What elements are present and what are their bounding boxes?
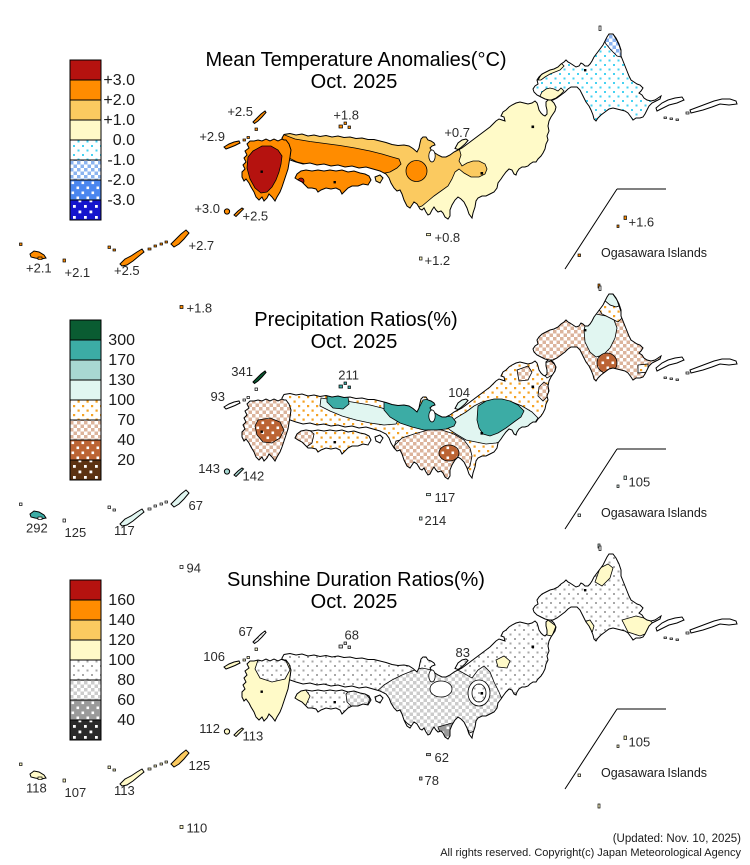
svg-text:170: 170 <box>108 352 135 369</box>
svg-text:292: 292 <box>26 521 48 536</box>
svg-text:83: 83 <box>456 645 470 660</box>
svg-text:117: 117 <box>435 490 456 505</box>
svg-text:104: 104 <box>448 385 470 400</box>
svg-text:160: 160 <box>108 592 135 609</box>
svg-text:Oct. 2025: Oct. 2025 <box>311 591 398 613</box>
svg-text:125: 125 <box>189 758 211 773</box>
svg-text:-2.0: -2.0 <box>107 172 135 189</box>
svg-text:341: 341 <box>231 364 253 379</box>
svg-text:+2.1: +2.1 <box>65 265 91 280</box>
svg-text:120: 120 <box>108 632 135 649</box>
svg-text:68: 68 <box>345 628 359 643</box>
svg-text:Sunshine Duration Ratios(%): Sunshine Duration Ratios(%) <box>227 569 485 591</box>
svg-text:+2.5: +2.5 <box>227 104 253 119</box>
svg-text:140: 140 <box>108 612 135 629</box>
svg-text:+2.0: +2.0 <box>103 92 135 109</box>
svg-text:+1.8: +1.8 <box>187 301 213 316</box>
svg-text:100: 100 <box>108 392 135 409</box>
svg-text:+2.1: +2.1 <box>26 261 52 276</box>
svg-text:+1.0: +1.0 <box>103 112 135 129</box>
svg-text:67: 67 <box>189 498 203 513</box>
svg-text:+0.7: +0.7 <box>444 125 470 140</box>
svg-text:107: 107 <box>65 785 87 800</box>
svg-text:142: 142 <box>243 469 265 484</box>
svg-text:+3.0: +3.0 <box>194 201 220 216</box>
svg-text:Precipitation Ratios(%): Precipitation Ratios(%) <box>254 309 457 331</box>
svg-text:112: 112 <box>199 721 220 736</box>
svg-text:106: 106 <box>203 649 225 664</box>
svg-text:62: 62 <box>435 750 449 765</box>
svg-text:143: 143 <box>198 461 220 476</box>
svg-text:Mean Temperature Anomalies(°C): Mean Temperature Anomalies(°C) <box>205 49 506 71</box>
svg-text:Oct. 2025: Oct. 2025 <box>311 71 398 93</box>
svg-text:113: 113 <box>243 729 264 744</box>
svg-text:-3.0: -3.0 <box>107 192 135 209</box>
svg-text:78: 78 <box>425 773 439 788</box>
svg-text:211: 211 <box>338 368 359 383</box>
svg-text:Ogasawara Islands: Ogasawara Islands <box>601 246 707 260</box>
svg-text:-1.0: -1.0 <box>107 152 135 169</box>
svg-text:125: 125 <box>65 525 87 540</box>
svg-text:+2.5: +2.5 <box>114 263 140 278</box>
svg-text:100: 100 <box>108 652 135 669</box>
svg-text:105: 105 <box>629 475 651 490</box>
svg-text:40: 40 <box>117 712 135 729</box>
svg-text:+1.8: +1.8 <box>333 108 359 123</box>
svg-text:214: 214 <box>425 513 447 528</box>
svg-text:300: 300 <box>108 332 135 349</box>
svg-text:130: 130 <box>108 372 135 389</box>
svg-text:60: 60 <box>117 692 135 709</box>
svg-text:(Updated: Nov. 10, 2025): (Updated: Nov. 10, 2025) <box>613 833 741 845</box>
svg-text:All rights reserved. Copyright: All rights reserved. Copyright(c) Japan … <box>440 847 741 859</box>
svg-text:0.0: 0.0 <box>113 132 135 149</box>
svg-text:+2.9: +2.9 <box>199 129 225 144</box>
svg-text:20: 20 <box>117 452 135 469</box>
svg-text:+2.5: +2.5 <box>243 209 269 224</box>
svg-text:+1.2: +1.2 <box>425 253 451 268</box>
svg-text:+1.6: +1.6 <box>629 215 655 230</box>
svg-text:80: 80 <box>117 672 135 689</box>
svg-text:117: 117 <box>114 523 135 538</box>
svg-text:94: 94 <box>187 561 201 576</box>
svg-text:110: 110 <box>187 821 208 836</box>
svg-text:105: 105 <box>629 735 651 750</box>
svg-text:Ogasawara Islands: Ogasawara Islands <box>601 766 707 780</box>
svg-text:70: 70 <box>117 412 135 429</box>
svg-text:118: 118 <box>26 781 47 796</box>
svg-text:Oct. 2025: Oct. 2025 <box>311 331 398 353</box>
svg-text:40: 40 <box>117 432 135 449</box>
svg-text:+3.0: +3.0 <box>103 72 135 89</box>
svg-text:+0.8: +0.8 <box>435 230 461 245</box>
svg-text:+2.7: +2.7 <box>189 238 215 253</box>
svg-text:Ogasawara Islands: Ogasawara Islands <box>601 506 707 520</box>
svg-text:113: 113 <box>114 783 135 798</box>
svg-text:93: 93 <box>211 389 225 404</box>
svg-text:67: 67 <box>239 624 253 639</box>
